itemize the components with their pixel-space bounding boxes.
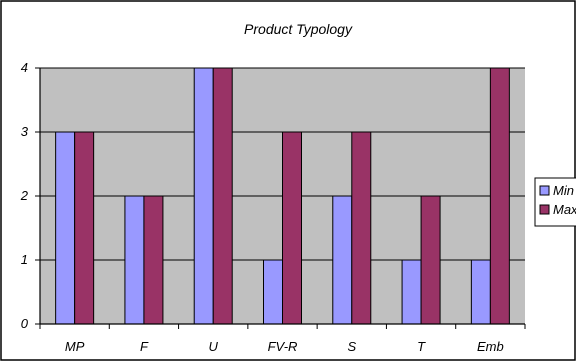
bar-max-s — [351, 131, 372, 325]
legend-label-max: Max — [553, 202, 576, 217]
x-tick-label: Emb — [477, 339, 504, 354]
x-tick-label: S — [347, 339, 356, 354]
bar-max-t — [420, 195, 441, 325]
bar-min-emb — [470, 259, 491, 325]
bar-min-mp — [55, 131, 76, 325]
bar-max-emb — [489, 67, 510, 325]
legend-label-min: Min — [553, 183, 574, 198]
y-tick-label: 3 — [21, 124, 29, 139]
bar-max-mp — [74, 131, 95, 325]
x-tick-label: U — [209, 339, 219, 354]
x-tick-label: T — [417, 339, 426, 354]
bar-min-t — [401, 259, 422, 325]
legend-swatch-max — [539, 204, 550, 215]
y-tick-label: 1 — [21, 252, 28, 267]
bar-max-u — [212, 67, 233, 325]
bar-max-f — [143, 195, 164, 325]
bars — [55, 67, 510, 325]
x-tick-label: FV-R — [268, 339, 298, 354]
legend: Min Max — [534, 177, 576, 227]
y-axis-ticks: 0 1 2 3 4 — [20, 60, 40, 331]
bar-min-fv-r — [263, 259, 283, 325]
y-tick-label: 2 — [20, 188, 29, 203]
chart-title: Product Typology — [244, 21, 353, 37]
y-tick-label: 0 — [21, 316, 29, 331]
legend-swatch-min — [539, 185, 550, 196]
bar-min-s — [332, 195, 353, 325]
bar-min-f — [124, 195, 145, 325]
x-axis-ticks: MP F U FV-R S T Emb — [39, 324, 526, 354]
bar-max-fv-r — [282, 131, 302, 325]
y-tick-label: 4 — [21, 60, 28, 75]
bar-min-u — [193, 67, 214, 325]
x-tick-label: F — [140, 339, 149, 354]
x-tick-label: MP — [65, 339, 85, 354]
